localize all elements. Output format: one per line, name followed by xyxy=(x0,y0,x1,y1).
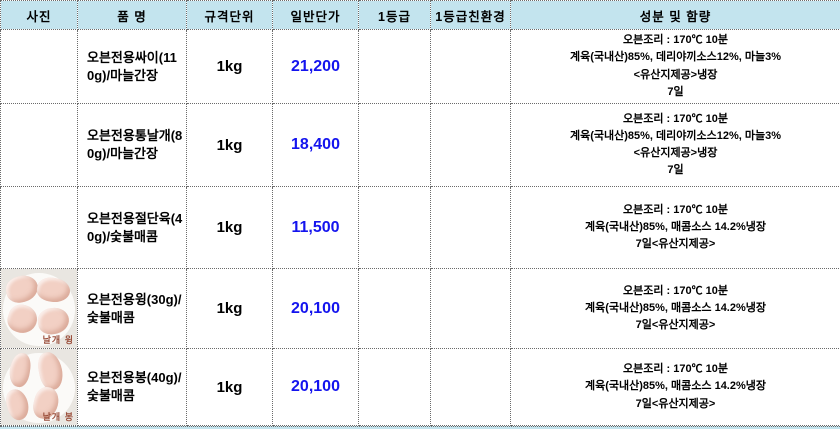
chicken-drumettes-photo: 날개 봉 xyxy=(1,349,77,425)
spec-unit: 1kg xyxy=(186,348,273,426)
next-row-partial xyxy=(0,426,840,429)
spec-unit: 1kg xyxy=(186,186,273,269)
product-name: 오븐전용윙(30g)/숯불매콤 xyxy=(77,268,187,349)
grade1-eco-cell xyxy=(430,348,511,426)
photo-caption: 날개 윙 xyxy=(42,335,74,345)
grade1-cell xyxy=(358,186,431,269)
col-header-spec-unit: 규격단위 xyxy=(186,0,273,30)
header-row: 사진 품 명 규격단위 일반단가 1등급 1등급친환경 성분 및 함량 xyxy=(0,0,840,30)
ingredients-text: 오븐조리 : 170℃ 10분 계육(국내산)85%, 데리야끼소스12%, 마… xyxy=(510,29,840,104)
grade1-cell xyxy=(358,29,431,104)
photo-cell-empty xyxy=(0,29,78,104)
grade1-eco-cell xyxy=(430,103,511,187)
spec-unit: 1kg xyxy=(186,103,273,187)
product-name: 오븐전용통날개(80g)/마늘간장 xyxy=(77,103,187,187)
photo-cell-empty xyxy=(0,103,78,187)
col-header-grade1-eco: 1등급친환경 xyxy=(430,0,511,30)
grade1-eco-cell xyxy=(430,268,511,349)
photo-cell-empty xyxy=(0,186,78,269)
price-value: 21,200 xyxy=(272,29,359,104)
product-name: 오븐전용절단육(40g)/숯불매콤 xyxy=(77,186,187,269)
col-header-name: 품 명 xyxy=(77,0,187,30)
ingredients-text: 오븐조리 : 170℃ 10분 계육(국내산)85%, 데리야끼소스12%, 마… xyxy=(510,103,840,187)
price-value: 20,100 xyxy=(272,268,359,349)
ingredients-text: 오븐조리 : 170℃ 10분 계육(국내산)85%, 매콤소스 14.2%냉장… xyxy=(510,186,840,269)
product-name: 오븐전용봉(40g)/숯불매콤 xyxy=(77,348,187,426)
price-value: 18,400 xyxy=(272,103,359,187)
table-row: 오븐전용통날개(80g)/마늘간장 1kg 18,400 오븐조리 : 170℃… xyxy=(0,103,840,187)
ingredients-text: 오븐조리 : 170℃ 10분 계육(국내산)85%, 매콤소스 14.2%냉장… xyxy=(510,268,840,349)
photo-cell: 날개 봉 xyxy=(0,348,78,426)
grade1-eco-cell xyxy=(430,29,511,104)
photo-cell: 날개 윙 xyxy=(0,268,78,349)
col-header-ingredients: 성분 및 함량 xyxy=(510,0,840,30)
price-value: 11,500 xyxy=(272,186,359,269)
grade1-cell xyxy=(358,103,431,187)
photo-caption: 날개 봉 xyxy=(42,412,74,422)
table-row: 날개 윙 오븐전용윙(30g)/숯불매콤 1kg 20,100 오븐조리 : 1… xyxy=(0,268,840,349)
col-header-grade1: 1등급 xyxy=(358,0,431,30)
product-name: 오븐전용싸이(110g)/마늘간장 xyxy=(77,29,187,104)
grade1-eco-cell xyxy=(430,186,511,269)
price-value: 20,100 xyxy=(272,348,359,426)
table-row: 날개 봉 오븐전용봉(40g)/숯불매콤 1kg 20,100 오븐조리 : 1… xyxy=(0,348,840,426)
spec-unit: 1kg xyxy=(186,29,273,104)
table-row: 오븐전용싸이(110g)/마늘간장 1kg 21,200 오븐조리 : 170℃… xyxy=(0,29,840,104)
table-row: 오븐전용절단육(40g)/숯불매콤 1kg 11,500 오븐조리 : 170℃… xyxy=(0,186,840,269)
ingredients-text: 오븐조리 : 170℃ 10분 계육(국내산)85%, 매콤소스 14.2%냉장… xyxy=(510,348,840,426)
col-header-price: 일반단가 xyxy=(272,0,359,30)
spec-unit: 1kg xyxy=(186,268,273,349)
grade1-cell xyxy=(358,268,431,349)
col-header-photo: 사진 xyxy=(0,0,78,30)
grade1-cell xyxy=(358,348,431,426)
chicken-wings-photo: 날개 윙 xyxy=(1,269,77,348)
